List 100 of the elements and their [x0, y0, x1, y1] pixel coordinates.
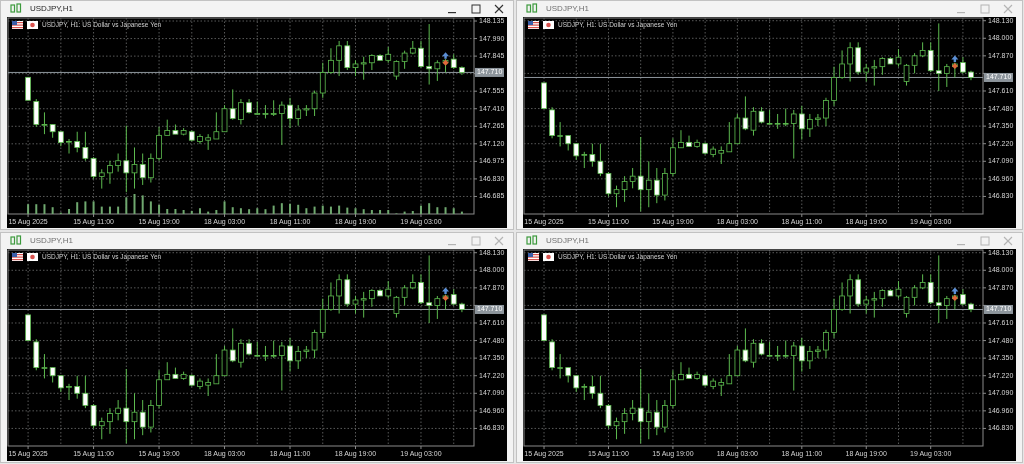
candlestick: [645, 392, 652, 440]
candlestick: [229, 327, 236, 363]
candlestick: [360, 291, 367, 319]
bar: [419, 205, 422, 214]
candlestick: [344, 40, 351, 71]
candlestick: [911, 52, 918, 74]
candlestick: [790, 341, 797, 392]
candlestick: [742, 327, 749, 363]
candlestick: [278, 100, 285, 146]
candlestick: [943, 295, 950, 320]
chart-title: USDJPY,H1: [30, 236, 74, 246]
bar: [321, 205, 324, 214]
candlestick: [807, 345, 813, 370]
candlestick: [115, 399, 121, 421]
candlestick: [82, 375, 89, 409]
candlestick: [115, 153, 121, 173]
bar: [436, 207, 439, 214]
candlestick: [90, 156, 97, 180]
candlestick: [328, 47, 334, 75]
bar: [76, 202, 79, 214]
bar: [387, 210, 390, 214]
candlestick: [726, 353, 733, 385]
bar: [198, 208, 201, 214]
candlestick: [148, 399, 154, 433]
candlestick: [278, 341, 285, 392]
bar: [92, 201, 95, 214]
candlestick: [139, 399, 146, 436]
bar: [370, 210, 373, 214]
bar: [444, 207, 447, 214]
chart-title: USDJPY,H1: [30, 4, 74, 14]
candlestick: [295, 345, 302, 370]
candlestick: [871, 291, 878, 319]
bar: [297, 204, 300, 214]
candlestick: [418, 273, 424, 305]
candlestick: [156, 126, 162, 162]
candlestick: [831, 298, 837, 339]
candlestick: [369, 288, 375, 308]
candlestick: [935, 254, 942, 324]
bar: [248, 209, 251, 214]
candlestick: [33, 98, 40, 128]
bar: [354, 208, 357, 214]
candlestick: [98, 417, 105, 440]
candlestick: [589, 143, 596, 168]
candlestick: [336, 273, 342, 315]
candlestick: [90, 403, 97, 429]
candlestick: [319, 62, 326, 99]
chart-title: USDJPY,H1: [546, 236, 590, 246]
candlestick: [589, 375, 596, 400]
candlestick: [823, 97, 829, 127]
candlestick: [131, 146, 138, 190]
candlestick: [597, 143, 604, 177]
candlestick: [742, 95, 749, 131]
candlestick: [678, 129, 684, 149]
candlestick: [336, 40, 342, 77]
bar: [133, 194, 136, 214]
bar: [452, 208, 455, 214]
bar: [51, 207, 54, 214]
bar: [264, 209, 267, 214]
candlestick: [426, 254, 433, 324]
candlestick: [726, 121, 733, 153]
bar: [84, 201, 87, 214]
candlestick: [107, 407, 113, 435]
candlestick: [807, 113, 813, 138]
chart-title: USDJPY,H1: [546, 4, 590, 14]
bar: [280, 203, 283, 214]
bar: [346, 207, 349, 214]
candlestick: [678, 361, 684, 381]
bar: [428, 203, 431, 214]
candlestick: [295, 104, 302, 127]
bar: [289, 203, 292, 214]
bar: [190, 211, 193, 214]
candlestick: [629, 399, 636, 421]
candlestick: [434, 295, 441, 320]
candlestick: [935, 22, 942, 92]
bar: [108, 206, 111, 214]
bar: [313, 206, 316, 214]
bar: [35, 204, 38, 214]
candlestick: [393, 59, 400, 81]
candlestick: [311, 329, 318, 359]
candlestick: [238, 338, 244, 369]
candlestick: [360, 56, 367, 81]
bar: [411, 211, 414, 214]
candlestick: [254, 100, 261, 116]
candlestick: [927, 273, 934, 305]
candlestick: [107, 160, 113, 185]
bar: [125, 197, 128, 214]
candlestick: [662, 167, 668, 201]
bar: [141, 195, 144, 214]
candlestick: [943, 63, 950, 88]
bar: [68, 209, 71, 214]
candlestick: [401, 50, 408, 70]
candlestick: [831, 66, 837, 107]
candlestick: [213, 111, 220, 140]
candlestick: [213, 353, 220, 385]
bar: [100, 206, 103, 214]
candlestick: [41, 353, 48, 379]
candlestick: [66, 383, 72, 401]
bar: [379, 210, 382, 214]
candlestick: [74, 131, 81, 153]
bar: [362, 209, 365, 214]
